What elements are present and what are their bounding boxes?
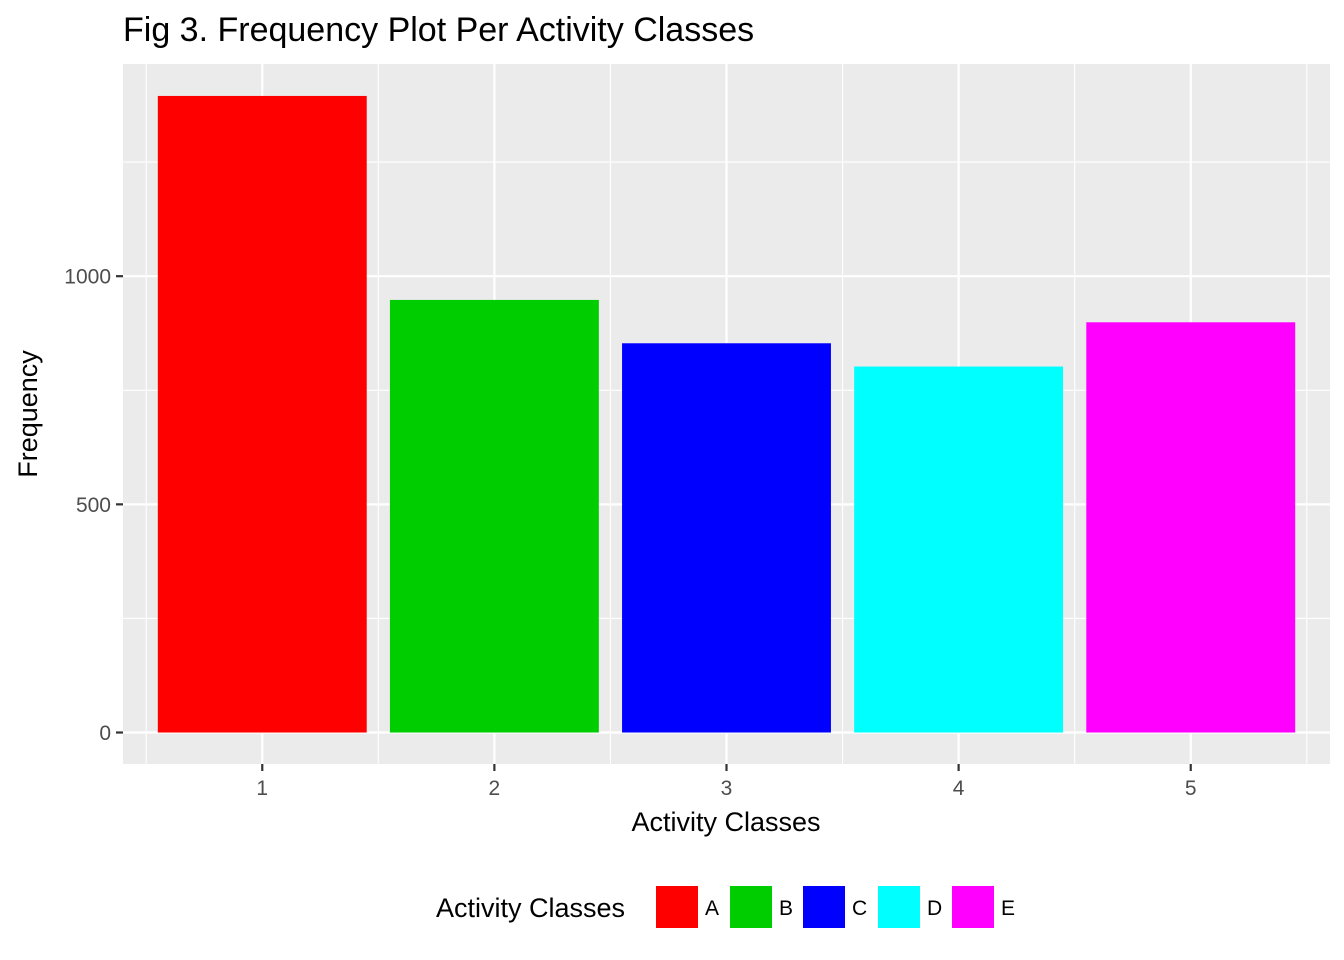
legend-key-E: [952, 886, 994, 928]
legend-key-D: [878, 886, 920, 928]
legend-title: Activity Classes: [436, 893, 625, 923]
legend-key-B: [730, 886, 772, 928]
legend-key-A: [656, 886, 698, 928]
legend-key-C: [803, 886, 845, 928]
legend-label-C: C: [852, 897, 867, 920]
y-axis: 0 500 1000: [64, 266, 123, 745]
x-tick-label: 5: [1185, 777, 1197, 800]
legend-label-D: D: [927, 897, 942, 920]
x-tick-label: 1: [256, 777, 268, 800]
y-tick-label: 0: [99, 722, 111, 745]
legend-label-A: A: [705, 897, 719, 920]
x-tick-label: 3: [721, 777, 733, 800]
bars: [157, 95, 1296, 733]
x-axis-title: Activity Classes: [631, 807, 820, 837]
y-axis-title: Frequency: [13, 350, 43, 478]
bar-D: [854, 366, 1064, 733]
x-axis: 1 2 3 4 5: [256, 764, 1197, 800]
y-tick-label: 500: [76, 494, 111, 517]
bar-E: [1086, 322, 1296, 733]
legend-label-E: E: [1001, 897, 1015, 920]
legend: Activity Classes A B C D E: [436, 886, 1015, 928]
chart-title: Fig 3. Frequency Plot Per Activity Class…: [123, 11, 754, 49]
bar-B: [389, 299, 599, 733]
x-tick-label: 2: [489, 777, 501, 800]
bar-A: [157, 95, 367, 733]
bar-C: [622, 343, 831, 733]
legend-label-B: B: [779, 897, 793, 920]
x-tick-label: 4: [953, 777, 965, 800]
y-tick-label: 1000: [64, 266, 111, 289]
